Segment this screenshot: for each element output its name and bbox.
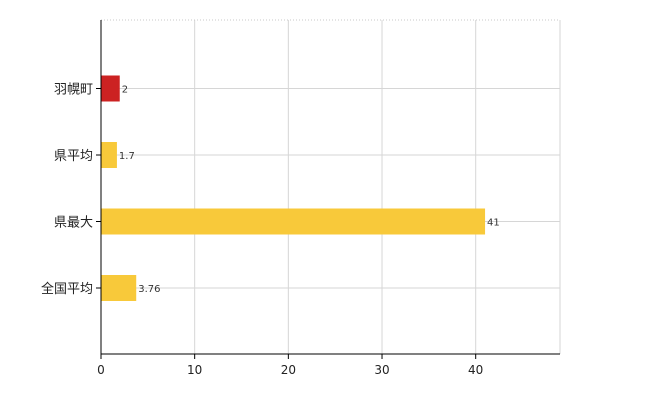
x-tick-label: 20 xyxy=(281,363,296,377)
category-label: 県最大 xyxy=(54,216,93,231)
x-tick-label: 40 xyxy=(468,363,483,377)
data-label: 3.76 xyxy=(138,284,160,295)
labels: 羽幌町 2 県平均 1.7 県最大 41 全国平均 3.76 0 10 20 30 40 xyxy=(41,82,500,378)
bar-2 xyxy=(101,208,486,235)
x-tick-label: 10 xyxy=(187,363,202,377)
category-label: 全国平均 xyxy=(41,281,93,297)
bar-1 xyxy=(101,142,117,168)
data-label: 41 xyxy=(487,218,500,229)
axes xyxy=(96,20,560,359)
bars xyxy=(101,75,486,301)
bar-0 xyxy=(101,75,120,102)
grid-lines xyxy=(101,19,561,354)
bar-3 xyxy=(101,275,137,301)
x-tick-label: 0 xyxy=(97,363,105,377)
data-label: 1.7 xyxy=(119,151,135,162)
category-label: 県平均 xyxy=(54,149,93,164)
data-label: 2 xyxy=(122,85,128,96)
x-tick-label: 30 xyxy=(374,363,389,377)
category-label: 羽幌町 xyxy=(54,82,93,98)
